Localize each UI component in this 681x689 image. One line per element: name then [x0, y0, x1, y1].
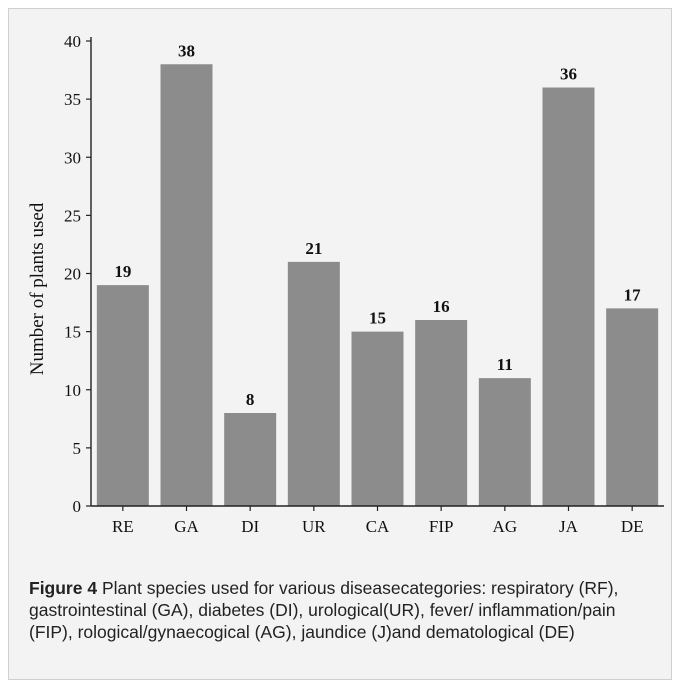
x-tick-label-ga: GA [174, 517, 199, 536]
figure-caption: Figure 4 Plant species used for various … [29, 577, 659, 643]
bar-ur [287, 261, 340, 506]
y-tick-label-10: 10 [64, 381, 81, 400]
bar-re [96, 285, 149, 506]
axes-layer: RE GA DI UR CA FIP AG JA DE 0 5 10 15 20 25 30 35 40 [64, 32, 664, 536]
caption-text: Plant species used for various diseaseca… [29, 578, 619, 642]
bar-ag [478, 378, 531, 506]
bar-value-label-ca: 15 [369, 309, 386, 328]
bar-ja [542, 87, 595, 506]
bar-ga [160, 64, 213, 506]
bar-value-label-de: 17 [624, 285, 642, 304]
caption-label: Figure 4 [29, 578, 98, 598]
y-tick-label-15: 15 [64, 323, 81, 342]
x-tick-label-ca: CA [366, 517, 390, 536]
x-tick-label-ag: AG [493, 517, 518, 536]
bar-value-label-re: 19 [114, 262, 131, 281]
bar-value-label-ga: 38 [178, 41, 195, 60]
bar-ca [351, 331, 404, 506]
bar-fip [415, 320, 468, 506]
x-tick-label-ur: UR [302, 517, 326, 536]
x-tick-label-de: DE [621, 517, 644, 536]
y-tick-label-35: 35 [64, 90, 81, 109]
y-tick-label-20: 20 [64, 265, 81, 284]
x-tick-label-di: DI [241, 517, 259, 536]
y-axis-label: Number of plants used [27, 202, 48, 375]
bar-value-label-ja: 36 [560, 65, 577, 84]
bars-layer: 19 38 8 21 15 16 11 36 17 [96, 41, 659, 506]
y-tick-label-0: 0 [73, 497, 82, 516]
bar-value-label-di: 8 [246, 390, 255, 409]
bar-value-label-ag: 11 [497, 355, 513, 374]
bar-value-label-fip: 16 [433, 297, 450, 316]
bar-value-label-ur: 21 [305, 239, 322, 258]
x-tick-label-ja: JA [559, 517, 579, 536]
y-tick-label-30: 30 [64, 148, 81, 167]
x-tick-label-re: RE [112, 517, 134, 536]
figure-panel: Number of plants used 19 38 8 21 15 16 11 36 17 … [8, 8, 672, 680]
bar-de [606, 308, 659, 506]
y-tick-label-40: 40 [64, 32, 81, 51]
y-tick-label-5: 5 [73, 439, 82, 458]
bar-di [224, 413, 277, 506]
y-tick-label-25: 25 [64, 206, 81, 225]
x-tick-label-fip: FIP [429, 517, 454, 536]
bar-chart: Number of plants used 19388211516113617 … [27, 32, 664, 536]
